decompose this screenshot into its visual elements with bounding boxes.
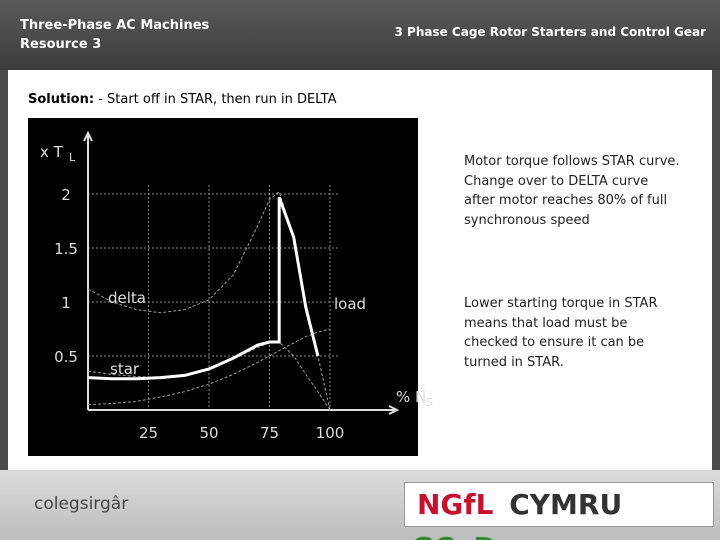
- partner-logos: NGfL CYMRU GCaD: [404, 482, 714, 540]
- y-tick-label: 1: [61, 294, 71, 312]
- series-label: delta: [108, 289, 146, 307]
- logo-text: CYMRU: [509, 488, 623, 521]
- chart-background: [28, 118, 418, 456]
- series-label: load: [334, 295, 366, 313]
- college-logo: colegsirgâr: [34, 494, 129, 514]
- footer: colegsirgâr NGfL CYMRU GCaD: [0, 470, 720, 540]
- x-tick-label: 100: [316, 424, 345, 442]
- series-label: star: [110, 360, 140, 378]
- x-tick-label: 75: [260, 424, 279, 442]
- solution-text: - Start off in STAR, then run in DELTA: [98, 92, 337, 107]
- y-axis-label: x T: [40, 143, 64, 161]
- logo-text: GCaD: [411, 531, 497, 540]
- title-line: Resource 3: [20, 37, 102, 52]
- y-tick-label: 1.5: [54, 240, 78, 258]
- y-tick-label: 2: [61, 186, 71, 204]
- solution: Solution: - Start off in STAR, then run …: [28, 92, 336, 107]
- note-line: means that load must be: [464, 315, 628, 331]
- x-tick-label: 25: [139, 424, 158, 442]
- title: Three-Phase AC Machines Resource 3: [20, 16, 209, 54]
- note: Lower starting torque in STAR means that…: [464, 294, 657, 372]
- x-axis-label-sub: S: [426, 396, 433, 409]
- y-tick-label: 0.5: [54, 348, 78, 366]
- note-line: after motor reaches 80% of full: [464, 193, 668, 208]
- header: Three-Phase AC Machines Resource 3 3 Pha…: [0, 0, 720, 70]
- axis: [88, 405, 400, 415]
- y-axis-label-sub: L: [69, 151, 76, 164]
- x-tick-label: 50: [199, 424, 218, 442]
- series-line: [87, 328, 331, 406]
- note-line: synchronous speed: [464, 212, 590, 228]
- series-line: [87, 196, 320, 381]
- x-axis-label: % N: [396, 388, 426, 406]
- solution-label: Solution:: [28, 92, 95, 107]
- note-line: checked to ensure it can be: [464, 335, 645, 350]
- note: Motor torque follows STAR curve. Change …: [464, 152, 680, 230]
- note-line: Motor torque follows STAR curve.: [464, 154, 680, 169]
- axis: [83, 130, 93, 410]
- title-line: Three-Phase AC Machines: [20, 18, 210, 33]
- note-line: turned in STAR.: [464, 354, 564, 370]
- note-line: Change over to DELTA curve: [464, 173, 649, 189]
- subtitle: 3 Phase Cage Rotor Starters and Control …: [394, 25, 707, 39]
- logo-text: NGfL: [417, 488, 494, 521]
- note-line: Lower starting torque in STAR: [464, 296, 658, 311]
